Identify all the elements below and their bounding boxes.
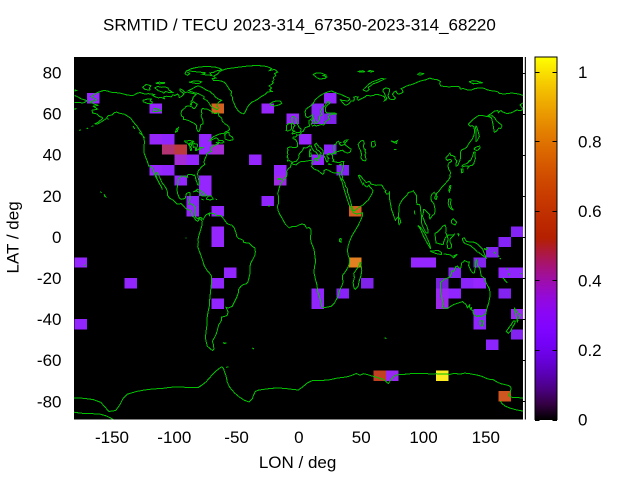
- svg-text:0: 0: [578, 411, 587, 430]
- svg-text:0: 0: [52, 228, 61, 247]
- svg-text:-80: -80: [37, 392, 62, 411]
- svg-text:0: 0: [294, 428, 303, 447]
- svg-text:LON / deg: LON / deg: [259, 453, 337, 472]
- svg-text:-60: -60: [37, 351, 62, 370]
- svg-text:-50: -50: [224, 428, 249, 447]
- svg-text:0.8: 0.8: [578, 133, 602, 152]
- svg-text:60: 60: [43, 105, 62, 124]
- svg-text:50: 50: [352, 428, 371, 447]
- svg-text:LAT / deg: LAT / deg: [4, 201, 23, 273]
- svg-text:100: 100: [409, 428, 437, 447]
- svg-text:0.2: 0.2: [578, 341, 602, 360]
- svg-text:80: 80: [43, 64, 62, 83]
- svg-text:-20: -20: [37, 269, 62, 288]
- svg-text:150: 150: [472, 428, 500, 447]
- svg-text:0.4: 0.4: [578, 272, 602, 291]
- svg-text:-40: -40: [37, 310, 62, 329]
- svg-text:20: 20: [43, 187, 62, 206]
- svg-text:40: 40: [43, 146, 62, 165]
- svg-text:-150: -150: [95, 428, 129, 447]
- svg-text:-100: -100: [157, 428, 191, 447]
- svg-text:SRMTID / TECU 2023-314_67350-2: SRMTID / TECU 2023-314_67350-2023-314_68…: [103, 16, 496, 35]
- svg-text:0.6: 0.6: [578, 202, 602, 221]
- svg-text:1: 1: [578, 63, 587, 82]
